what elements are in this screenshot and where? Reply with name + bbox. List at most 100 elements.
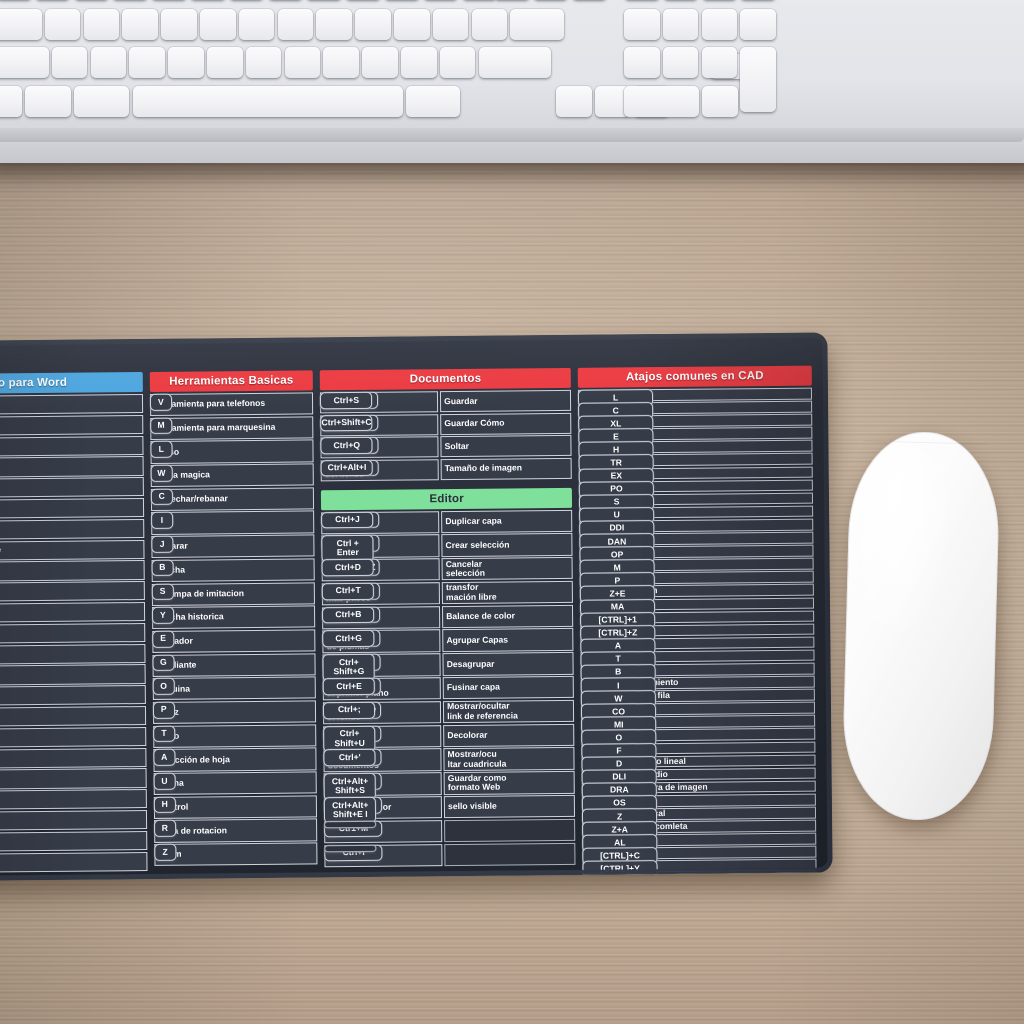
empty-cell <box>444 842 576 867</box>
table-row: Espaciado entre hileras de 1.5 veces <box>0 435 144 458</box>
table-row: TMulti Texto <box>580 649 815 669</box>
keyboard-key[interactable] <box>0 47 49 78</box>
keyboard-key[interactable] <box>701 85 738 117</box>
keyboard-key[interactable] <box>238 8 275 40</box>
keyboard-key[interactable] <box>701 8 738 40</box>
table-row: paginación obligatoria <box>0 394 143 416</box>
keyboard-key[interactable] <box>624 47 660 78</box>
keyboard-key[interactable] <box>355 8 391 40</box>
keyboard-key[interactable] <box>122 8 158 40</box>
shortcut-cell: Ctrl+J <box>321 511 374 529</box>
keyboard-key[interactable] <box>510 8 564 40</box>
shortcut-cell: Cosechar/rebanar <box>150 487 315 511</box>
keyboard-key[interactable] <box>24 85 72 117</box>
table-row: LEn liea <box>578 387 813 407</box>
keyboard-key[interactable] <box>245 47 282 78</box>
computer-mouse[interactable] <box>840 430 1002 822</box>
table-row: OPOpciones <box>579 544 814 564</box>
shortcut-cell: Subrayar <box>0 789 147 811</box>
table-row: FormaU <box>153 771 318 796</box>
table-row: Guardar <box>0 768 147 791</box>
shortcut-cell: Desagrupar <box>442 652 574 676</box>
keyboard-key[interactable] <box>701 47 738 78</box>
keyboard-key[interactable] <box>432 8 469 40</box>
table-row: ControlH <box>153 795 318 819</box>
keyboard-key[interactable] <box>362 47 398 78</box>
keyboard-key[interactable] <box>284 47 321 78</box>
keyboard-key[interactable] <box>161 8 197 40</box>
keyboard[interactable] <box>0 0 1024 163</box>
shortcut-cell: Ctrl+Alt+ Shift+E I <box>324 796 377 824</box>
keyboard-key[interactable] <box>83 8 120 40</box>
shortcut-cell: Encontrar <box>0 581 145 603</box>
keyboard-key[interactable] <box>471 8 508 40</box>
rows-cad: LEn lieaCCitarXLLaicoEEliminarHajustarTR… <box>578 387 817 882</box>
keyboard-key[interactable] <box>394 8 430 40</box>
keyboard-key[interactable] <box>624 85 699 117</box>
table-row: Selección de hoja A <box>153 747 317 772</box>
shortcut-cell: Soltar <box>440 434 572 458</box>
keyboard-key[interactable] <box>740 8 776 40</box>
shortcut-cell: Cancelar selección <box>441 557 573 581</box>
keyboard-key[interactable] <box>44 8 81 40</box>
header-cad: Atajos comunes en CAD <box>577 365 812 388</box>
keyboard-key[interactable] <box>129 47 165 78</box>
shortcut-cell: A <box>153 749 176 766</box>
keyboard-key[interactable] <box>0 8 42 40</box>
keyboard-bottom-edge <box>0 128 1024 142</box>
shortcut-cell: sello visible <box>443 794 576 819</box>
keyboard-key[interactable] <box>662 8 699 40</box>
keyboard-key[interactable] <box>439 47 476 78</box>
keyboard-key[interactable] <box>740 47 776 113</box>
shortcut-cell: Ctrl+ Shift+G <box>322 654 376 681</box>
keyboard-key[interactable] <box>0 85 22 117</box>
table-row: Brocha historica Y <box>151 605 316 630</box>
keyboard-key[interactable] <box>74 85 130 117</box>
shortcut-cell: Decolorar <box>443 723 575 748</box>
shortcut-cell: G <box>152 654 175 672</box>
keyboard-key[interactable] <box>316 8 352 40</box>
keyboard-key[interactable] <box>400 47 437 78</box>
keyboard-key[interactable] <box>478 47 552 78</box>
shortcut-cell: Brocha historica <box>151 605 316 630</box>
shortcut-cell: Z <box>154 843 177 861</box>
table-row: ZoomZ <box>154 842 318 867</box>
keyboard-key[interactable] <box>323 47 359 78</box>
keyboard-key[interactable] <box>556 85 592 117</box>
shortcut-cell: Vista de rotacion <box>153 818 318 843</box>
keyboard-key[interactable] <box>90 47 127 78</box>
shortcut-cell: Ctrl+' <box>323 749 376 767</box>
table-row: Vista de rotacion R <box>153 818 318 843</box>
shortcut-cell: Agrupar Capas <box>442 628 574 652</box>
shortcut-mousepad[interactable]: e atajo para Word paginación obligatoria… <box>0 332 833 882</box>
keyboard-key[interactable] <box>168 47 204 78</box>
table-row: AArc <box>580 636 815 656</box>
shortcut-cell: Control <box>153 795 318 819</box>
table-row: TRExtender <box>578 453 813 472</box>
table-row: EsquinaO <box>152 676 317 701</box>
table-row: Varita magica W <box>150 463 315 488</box>
keyboard-key[interactable] <box>132 85 404 117</box>
keyboard-key[interactable] <box>406 85 460 117</box>
shortcut-cell: Ctrl+; <box>323 701 376 719</box>
shortcut-cell: Ctrl+Alt+I <box>320 459 374 477</box>
header-word: e atajo para Word <box>0 372 143 395</box>
keyboard-key[interactable] <box>277 8 314 40</box>
column-cad: Atajos comunes en CAD LEn lieaCCitarXLLa… <box>577 365 817 882</box>
shortcut-cell: espacio entre hileras <box>0 414 144 437</box>
keyboard-key[interactable] <box>206 47 243 78</box>
keyboard-key[interactable] <box>200 8 236 40</box>
table-row: XLLaico <box>578 413 813 433</box>
table-row: Nuevo <box>0 705 146 728</box>
keyboard-key[interactable] <box>51 47 88 78</box>
table-row: ZMagnificacion local <box>582 806 817 826</box>
keyboard-key[interactable] <box>662 47 699 78</box>
table-row: BrochaB <box>151 558 316 582</box>
shortcut-cell: Centrar <box>0 560 145 583</box>
table-row: MMover <box>579 557 814 577</box>
shortcut-cell: Ctrl+Shift+C <box>320 414 373 432</box>
keyboard-key[interactable] <box>624 8 660 40</box>
